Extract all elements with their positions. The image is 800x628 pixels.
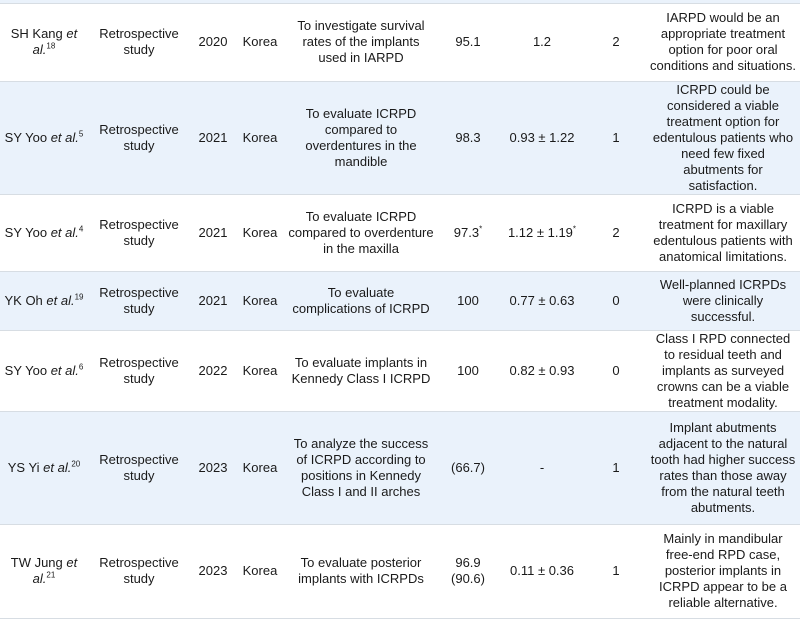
cell-complications: 0 xyxy=(586,330,646,412)
cell-country: Korea xyxy=(236,411,284,525)
cell-conclusion: IARPD would be an appropriate treatment … xyxy=(646,4,800,82)
cell-bone-loss: 1.2 xyxy=(498,4,586,82)
cell-author: SY Yoo et al.4 xyxy=(0,194,88,272)
cell-study-design: Retrospective study xyxy=(88,411,190,525)
cell-conclusion: Mainly in mandibular free-end RPD case, … xyxy=(646,524,800,619)
cell-survival-rate: 96.9 (90.6) xyxy=(438,524,498,619)
table-body: SH Kang et al.18 Retrospective study 202… xyxy=(0,4,800,619)
cell-conclusion: ICRPD is a viable treatment for maxillar… xyxy=(646,194,800,272)
cell-survival-rate: 100 xyxy=(438,330,498,412)
cell-bone-loss: - xyxy=(498,411,586,525)
table-row: SY Yoo et al.6 Retrospective study 2022 … xyxy=(0,330,800,412)
cell-survival-rate: 97.3* xyxy=(438,194,498,272)
cell-purpose: To evaluate ICRPD compared to overdentur… xyxy=(284,81,438,195)
cell-author: YK Oh et al.19 xyxy=(0,271,88,331)
cell-author: YS Yi et al.20 xyxy=(0,411,88,525)
table-row: SY Yoo et al.4 Retrospective study 2021 … xyxy=(0,194,800,272)
table-top-edge xyxy=(0,0,800,4)
cell-complications: 1 xyxy=(586,524,646,619)
cell-country: Korea xyxy=(236,4,284,82)
cell-author: SY Yoo et al.6 xyxy=(0,330,88,412)
cell-purpose: To evaluate posterior implants with ICRP… xyxy=(284,524,438,619)
cell-survival-rate: 95.1 xyxy=(438,4,498,82)
cell-complications: 1 xyxy=(586,411,646,525)
cell-conclusion: Well-planned ICRPDs were clinically succ… xyxy=(646,271,800,331)
cell-complications: 2 xyxy=(586,4,646,82)
cell-complications: 0 xyxy=(586,271,646,331)
literature-table: SH Kang et al.18 Retrospective study 202… xyxy=(0,4,800,619)
cell-survival-rate: (66.7) xyxy=(438,411,498,525)
cell-bone-loss: 0.11 ± 0.36 xyxy=(498,524,586,619)
cell-complications: 2 xyxy=(586,194,646,272)
cell-country: Korea xyxy=(236,194,284,272)
cell-year: 2023 xyxy=(190,524,236,619)
cell-author: TW Jung et al.21 xyxy=(0,524,88,619)
cell-study-design: Retrospective study xyxy=(88,4,190,82)
cell-purpose: To evaluate complications of ICRPD xyxy=(284,271,438,331)
cell-study-design: Retrospective study xyxy=(88,330,190,412)
cell-author: SY Yoo et al.5 xyxy=(0,81,88,195)
cell-purpose: To evaluate implants in Kennedy Class I … xyxy=(284,330,438,412)
table-row: SH Kang et al.18 Retrospective study 202… xyxy=(0,4,800,82)
cell-bone-loss: 0.93 ± 1.22 xyxy=(498,81,586,195)
cell-bone-loss: 0.82 ± 0.93 xyxy=(498,330,586,412)
cell-study-design: Retrospective study xyxy=(88,81,190,195)
cell-study-design: Retrospective study xyxy=(88,271,190,331)
cell-conclusion: ICRPD could be considered a viable treat… xyxy=(646,81,800,195)
cell-year: 2023 xyxy=(190,411,236,525)
cell-conclusion: Class I RPD connected to residual teeth … xyxy=(646,330,800,412)
cell-study-design: Retrospective study xyxy=(88,194,190,272)
table-row: YK Oh et al.19 Retrospective study 2021 … xyxy=(0,271,800,331)
table-row: TW Jung et al.21 Retrospective study 202… xyxy=(0,524,800,619)
cell-author: SH Kang et al.18 xyxy=(0,4,88,82)
cell-purpose: To analyze the success of ICRPD accordin… xyxy=(284,411,438,525)
cell-year: 2021 xyxy=(190,194,236,272)
table-row: SY Yoo et al.5 Retrospective study 2021 … xyxy=(0,81,800,195)
cell-bone-loss: 0.77 ± 0.63 xyxy=(498,271,586,331)
cell-survival-rate: 100 xyxy=(438,271,498,331)
cell-conclusion: Implant abutments adjacent to the natura… xyxy=(646,411,800,525)
cell-complications: 1 xyxy=(586,81,646,195)
cell-country: Korea xyxy=(236,330,284,412)
cell-year: 2021 xyxy=(190,271,236,331)
cell-purpose: To investigate survival rates of the imp… xyxy=(284,4,438,82)
cell-purpose: To evaluate ICRPD compared to overdentur… xyxy=(284,194,438,272)
table-row: YS Yi et al.20 Retrospective study 2023 … xyxy=(0,411,800,525)
cell-country: Korea xyxy=(236,524,284,619)
cell-year: 2022 xyxy=(190,330,236,412)
cell-country: Korea xyxy=(236,271,284,331)
cell-survival-rate: 98.3 xyxy=(438,81,498,195)
cell-year: 2020 xyxy=(190,4,236,82)
cell-bone-loss: 1.12 ± 1.19* xyxy=(498,194,586,272)
cell-country: Korea xyxy=(236,81,284,195)
cell-year: 2021 xyxy=(190,81,236,195)
cell-study-design: Retrospective study xyxy=(88,524,190,619)
